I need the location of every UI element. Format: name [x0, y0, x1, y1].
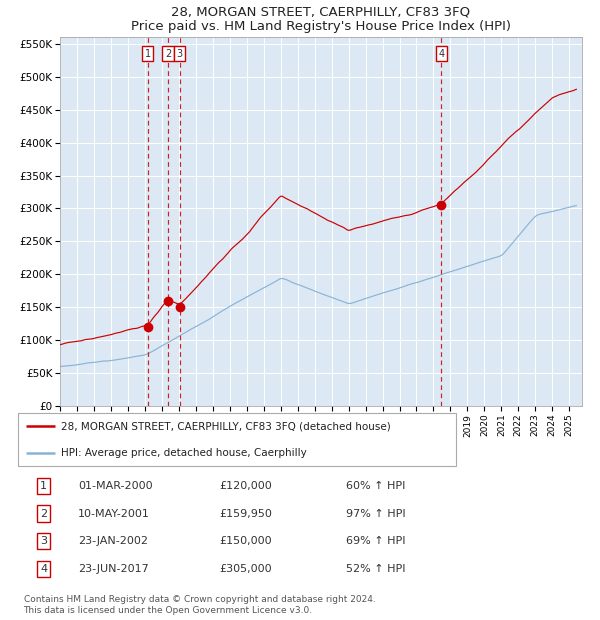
Text: 23-JUN-2017: 23-JUN-2017: [78, 564, 149, 574]
Text: £159,950: £159,950: [220, 508, 272, 518]
Text: 01-MAR-2000: 01-MAR-2000: [78, 480, 153, 490]
Text: 4: 4: [40, 564, 47, 574]
Text: 2: 2: [165, 49, 171, 59]
Text: £150,000: £150,000: [220, 536, 272, 546]
Text: 3: 3: [40, 536, 47, 546]
Text: 10-MAY-2001: 10-MAY-2001: [78, 508, 150, 518]
Text: 2: 2: [40, 508, 47, 518]
Text: HPI: Average price, detached house, Caerphilly: HPI: Average price, detached house, Caer…: [61, 448, 307, 458]
Text: 52% ↑ HPI: 52% ↑ HPI: [346, 564, 406, 574]
FancyBboxPatch shape: [18, 414, 455, 466]
Text: 3: 3: [177, 49, 183, 59]
Text: 1: 1: [40, 480, 47, 490]
Text: 1: 1: [145, 49, 151, 59]
Text: £305,000: £305,000: [220, 564, 272, 574]
Text: 97% ↑ HPI: 97% ↑ HPI: [346, 508, 406, 518]
Text: 60% ↑ HPI: 60% ↑ HPI: [346, 480, 406, 490]
Text: 69% ↑ HPI: 69% ↑ HPI: [346, 536, 406, 546]
Text: 23-JAN-2002: 23-JAN-2002: [78, 536, 148, 546]
Text: 28, MORGAN STREET, CAERPHILLY, CF83 3FQ (detached house): 28, MORGAN STREET, CAERPHILLY, CF83 3FQ …: [61, 422, 391, 432]
Text: Contains HM Land Registry data © Crown copyright and database right 2024.
This d: Contains HM Land Registry data © Crown c…: [23, 595, 375, 614]
Title: 28, MORGAN STREET, CAERPHILLY, CF83 3FQ
Price paid vs. HM Land Registry's House : 28, MORGAN STREET, CAERPHILLY, CF83 3FQ …: [131, 5, 511, 33]
Text: 4: 4: [439, 49, 445, 59]
Text: £120,000: £120,000: [220, 480, 272, 490]
